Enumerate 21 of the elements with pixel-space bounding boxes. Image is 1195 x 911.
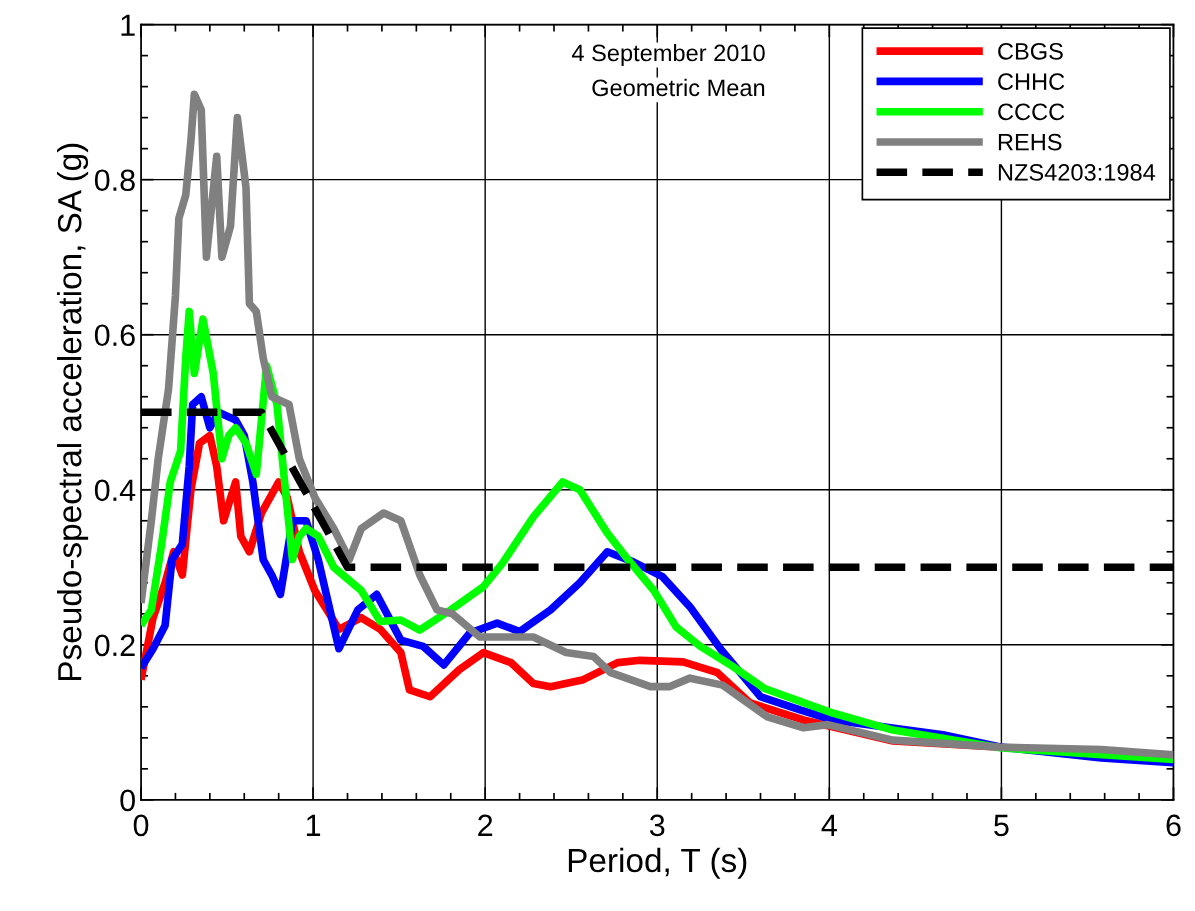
y-tick-label: 1 [121,14,135,36]
legend-label: REHS [998,133,1062,151]
x-tick-label: 6 [1166,814,1181,837]
x-tick-label: 2 [478,814,493,836]
legend-label: CHHC [998,73,1065,90]
y-tick-label: 0.6 [94,324,135,347]
x-tick-label: 1 [306,814,321,836]
y-tick-label: 0 [120,789,135,812]
legend-label: CBGS [998,42,1063,60]
y-tick-label: 0.4 [94,479,136,502]
x-tick-label: 3 [649,814,665,837]
y-axis-title: Pseudo-spectral acceleration, SA (g) [57,143,89,680]
annotation: Geometric Mean [592,78,765,97]
x-tick-label: 4 [821,814,837,836]
x-axis-title: Period, T (s) [568,847,747,879]
y-tick-label: 0.8 [94,169,135,192]
y-tick-label: 0.2 [94,634,135,657]
legend-label: CCCC [998,103,1065,121]
x-tick-label: 5 [994,814,1009,837]
annotation: 4 September 2010 [571,43,765,66]
legend-label: NZS4203:1984 [998,164,1156,181]
